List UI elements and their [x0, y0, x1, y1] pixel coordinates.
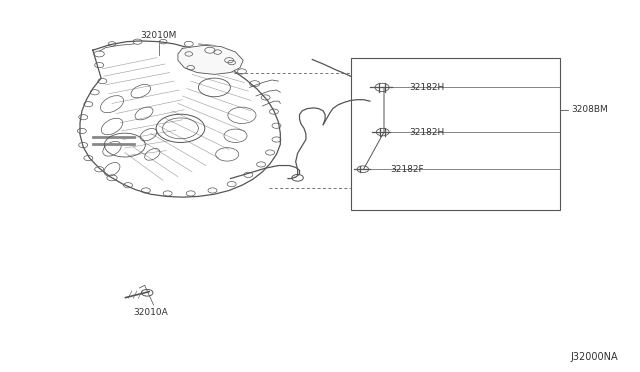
Text: 32182H: 32182H	[410, 128, 445, 137]
Text: 32182F: 32182F	[390, 165, 424, 174]
Text: J32000NA: J32000NA	[570, 352, 618, 362]
Bar	[351, 58, 560, 210]
Text: 3208BM: 3208BM	[572, 105, 608, 114]
Text: 32010A: 32010A	[133, 308, 168, 317]
Text: 32010M: 32010M	[141, 31, 177, 40]
Text: 32182H: 32182H	[410, 83, 445, 92]
Polygon shape	[178, 45, 243, 74]
Polygon shape	[80, 41, 280, 197]
